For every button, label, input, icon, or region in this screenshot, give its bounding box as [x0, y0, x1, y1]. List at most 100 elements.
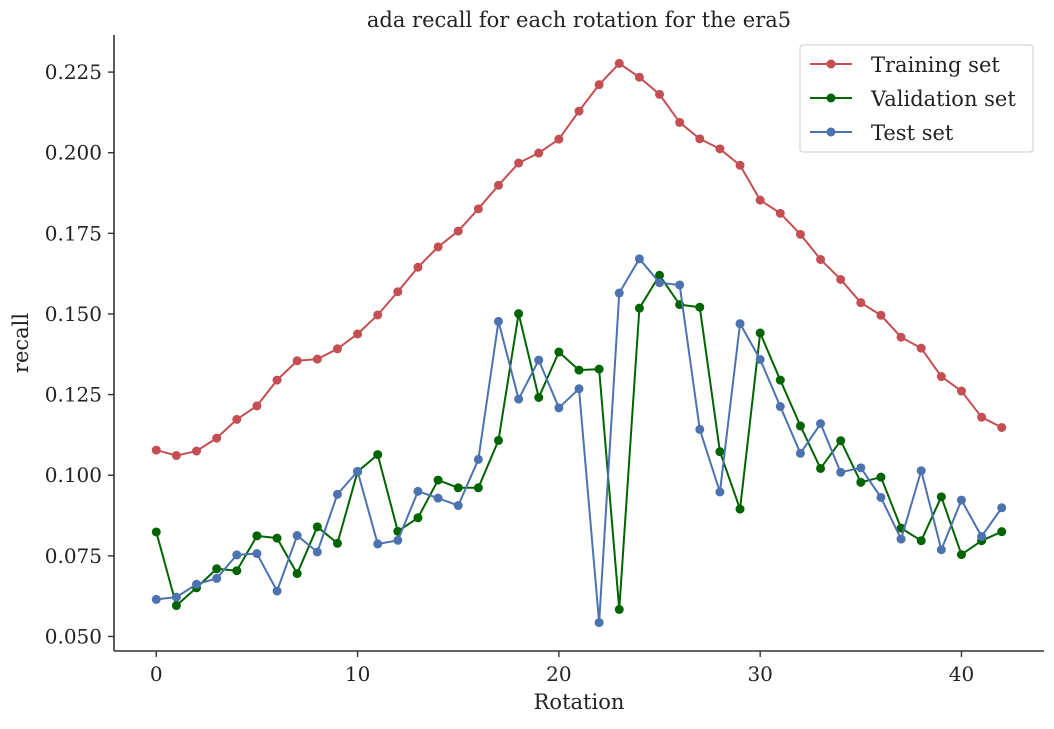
legend-label-training: Training set — [871, 53, 1000, 77]
data-point-validation — [252, 531, 262, 541]
x-ticks: 0 10 20 30 40 — [150, 651, 974, 686]
data-point-test — [332, 489, 342, 499]
data-point-test — [232, 550, 242, 560]
data-point-test — [151, 594, 161, 604]
data-point-training — [332, 344, 342, 354]
data-point-training — [856, 298, 866, 308]
data-point-training — [212, 433, 222, 443]
legend-marker-test — [826, 127, 836, 137]
data-point-training — [534, 148, 544, 158]
data-point-validation — [735, 504, 745, 514]
axes — [113, 35, 1044, 652]
data-point-test — [353, 466, 363, 476]
data-point-training — [353, 329, 363, 339]
series-training — [151, 58, 1007, 461]
x-tick-label: 20 — [546, 662, 571, 686]
data-point-training — [473, 204, 483, 214]
legend-marker-training — [826, 59, 836, 69]
data-point-test — [896, 534, 906, 544]
data-point-training — [312, 354, 322, 364]
data-point-validation — [755, 328, 765, 338]
data-point-validation — [332, 538, 342, 548]
data-point-training — [272, 375, 282, 385]
data-point-test — [755, 354, 765, 364]
data-point-validation — [836, 436, 846, 446]
data-point-test — [956, 495, 966, 505]
y-tick-label: 0.200 — [45, 141, 102, 165]
legend-label-validation: Validation set — [870, 87, 1016, 111]
data-point-training — [292, 356, 302, 366]
data-point-training — [393, 287, 403, 297]
legend-entry-training: Training set — [810, 53, 1000, 77]
y-tick-label: 0.050 — [45, 624, 102, 648]
data-point-test — [514, 394, 524, 404]
data-point-training — [171, 451, 181, 461]
x-tick-label: 10 — [345, 662, 370, 686]
data-point-training — [634, 72, 644, 82]
data-point-test — [876, 492, 886, 502]
data-point-test — [977, 532, 987, 542]
data-point-validation — [554, 347, 564, 357]
data-point-test — [192, 579, 202, 589]
data-point-test — [212, 573, 222, 583]
data-point-test — [916, 466, 926, 476]
data-point-training — [232, 414, 242, 424]
data-point-validation — [171, 601, 181, 611]
data-point-training — [735, 160, 745, 170]
data-point-test — [272, 586, 282, 596]
data-point-validation — [373, 450, 383, 460]
data-point-training — [896, 332, 906, 342]
data-point-training — [192, 446, 202, 456]
data-point-test — [735, 319, 745, 329]
y-tick-label: 0.125 — [45, 383, 102, 407]
data-point-test — [836, 467, 846, 477]
data-point-validation — [816, 463, 826, 473]
data-point-validation — [514, 309, 524, 319]
data-point-validation — [574, 365, 584, 375]
data-point-validation — [594, 364, 604, 374]
data-point-validation — [876, 472, 886, 482]
data-point-test — [936, 545, 946, 555]
x-tick-label: 30 — [747, 662, 772, 686]
series-test — [151, 254, 1007, 628]
data-point-test — [433, 493, 443, 503]
data-point-training — [433, 242, 443, 252]
data-point-training — [956, 386, 966, 396]
legend-label-test: Test set — [871, 121, 954, 145]
series-validation — [151, 270, 1007, 614]
y-tick-label: 0.150 — [45, 302, 102, 326]
data-point-training — [695, 134, 705, 144]
data-point-validation — [614, 604, 624, 614]
data-point-test — [655, 278, 665, 288]
data-point-validation — [695, 302, 705, 312]
data-point-training — [715, 144, 725, 154]
data-point-test — [695, 424, 705, 434]
data-point-validation — [272, 533, 282, 543]
data-point-validation — [493, 435, 503, 445]
chart-title: ada recall for each rotation for the era… — [367, 8, 791, 32]
y-ticks: 0.050 0.075 0.100 0.125 0.150 0.175 0.200 0.225 — [45, 60, 114, 648]
data-point-validation — [151, 527, 161, 537]
data-point-training — [493, 180, 503, 190]
data-point-training — [594, 80, 604, 90]
data-point-validation — [775, 375, 785, 385]
data-point-validation — [795, 421, 805, 431]
data-point-test — [413, 486, 423, 496]
data-point-validation — [956, 550, 966, 560]
legend-box — [799, 44, 1034, 153]
data-point-training — [816, 254, 826, 264]
data-point-training — [997, 422, 1007, 432]
data-point-test — [473, 454, 483, 464]
data-point-training — [614, 58, 624, 68]
data-point-training — [413, 262, 423, 272]
data-point-validation — [473, 483, 483, 493]
y-tick-label: 0.175 — [45, 221, 102, 245]
series-layer — [151, 58, 1007, 628]
x-tick-label: 0 — [150, 662, 163, 686]
data-point-training — [795, 229, 805, 239]
data-point-validation — [312, 522, 322, 532]
data-point-test — [856, 463, 866, 473]
data-point-validation — [634, 303, 644, 313]
data-point-test — [614, 288, 624, 298]
